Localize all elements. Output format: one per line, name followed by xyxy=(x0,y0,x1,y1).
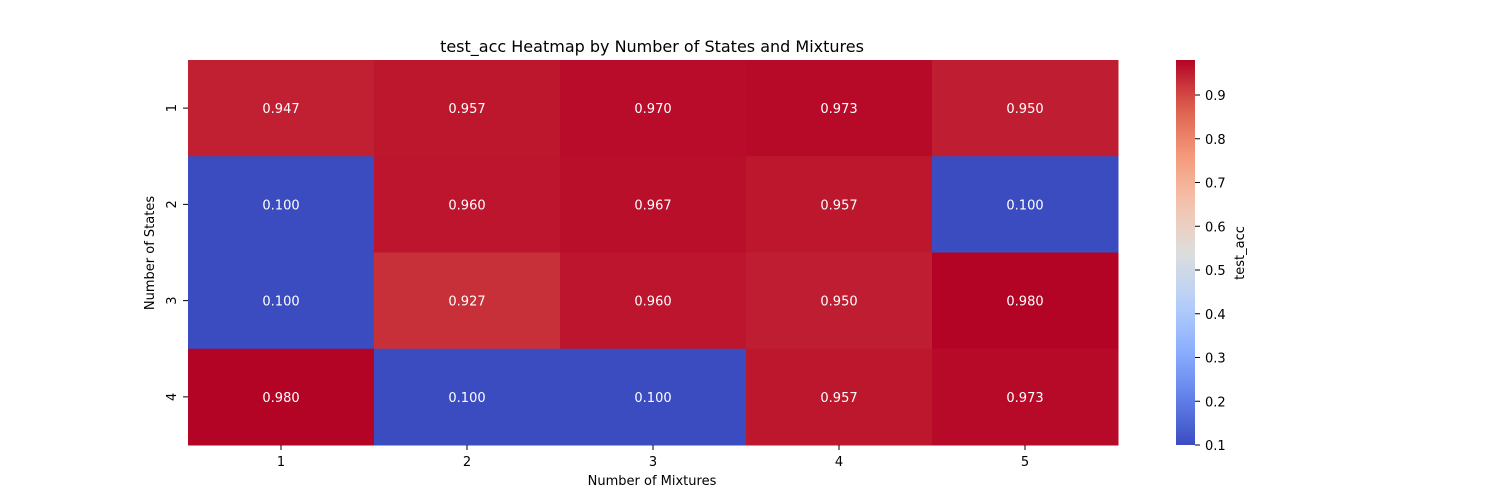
colorbar-label: test_acc xyxy=(1233,226,1248,280)
x-tick-label: 2 xyxy=(463,455,471,470)
x-tick-label: 4 xyxy=(835,455,843,470)
heatmap-cell xyxy=(374,252,561,350)
y-axis-label: Number of States xyxy=(143,196,158,310)
cell-value-label: 0.980 xyxy=(1006,295,1043,310)
x-tick-label: 1 xyxy=(277,455,285,470)
colorbar-gradient xyxy=(1176,60,1195,445)
cell-value-label: 0.980 xyxy=(262,391,299,406)
heatmap-cell xyxy=(746,156,933,253)
y-tick-label: 2 xyxy=(165,200,180,208)
colorbar-tick-label: 0.2 xyxy=(1205,395,1226,410)
colorbar-tick-label: 0.5 xyxy=(1205,264,1226,279)
cell-value-label: 0.960 xyxy=(634,295,671,310)
heatmap-cell xyxy=(188,60,375,157)
heatmap-cell xyxy=(746,252,933,350)
heatmap-cell xyxy=(188,156,375,253)
cell-value-label: 0.100 xyxy=(1006,198,1043,213)
heatmap-cell xyxy=(374,60,561,157)
heatmap-cell xyxy=(374,156,561,253)
y-tick-label: 4 xyxy=(165,393,180,401)
cell-value-label: 0.100 xyxy=(448,391,485,406)
cell-value-label: 0.970 xyxy=(634,102,671,117)
cell-value-label: 0.967 xyxy=(634,198,671,213)
x-axis-label: Number of Mixtures xyxy=(588,474,717,489)
heatmap-cells: 0.947 0.957 0.970 0.973 0.950 0.100 0.960 0.967… xyxy=(188,60,1119,446)
colorbar-tick-label: 0.7 xyxy=(1205,177,1226,192)
heatmap-cell xyxy=(560,348,747,446)
cell-value-label: 0.927 xyxy=(448,295,485,310)
y-tick-label: 1 xyxy=(165,104,180,112)
cell-value-label: 0.100 xyxy=(262,198,299,213)
x-tick-label: 5 xyxy=(1021,455,1029,470)
cell-value-label: 0.973 xyxy=(820,102,857,117)
cell-value-label: 0.960 xyxy=(448,198,485,213)
heatmap-cell xyxy=(932,60,1119,157)
cell-value-label: 0.973 xyxy=(1006,391,1043,406)
cell-value-label: 0.100 xyxy=(262,295,299,310)
cell-value-label: 0.947 xyxy=(262,102,299,117)
cell-value-label: 0.100 xyxy=(634,391,671,406)
colorbar-tick-label: 0.6 xyxy=(1205,220,1226,235)
colorbar-tick-label: 0.3 xyxy=(1205,352,1226,367)
heatmap-cell xyxy=(188,252,375,350)
y-tick-label: 3 xyxy=(165,296,180,304)
cell-value-label: 0.957 xyxy=(448,102,485,117)
cell-value-label: 0.957 xyxy=(820,391,857,406)
colorbar-tick-label: 0.1 xyxy=(1205,439,1226,454)
heatmap-cell xyxy=(188,348,375,446)
colorbar: 0.1 0.2 0.3 0.4 0.5 0.6 0.7 0.8 0.9 xyxy=(1176,60,1226,454)
heatmap-cell xyxy=(932,156,1119,253)
cell-value-label: 0.950 xyxy=(820,295,857,310)
x-axis-ticks: 1 2 3 4 5 xyxy=(277,445,1029,470)
chart-title: test_acc Heatmap by Number of States and… xyxy=(440,37,864,57)
heatmap-cell xyxy=(746,60,933,157)
heatmap-cell xyxy=(560,156,747,253)
heatmap-cell xyxy=(374,348,561,446)
heatmap-cell xyxy=(932,252,1119,350)
colorbar-tick-label: 0.9 xyxy=(1205,89,1226,104)
heatmap-cell xyxy=(560,252,747,350)
heatmap-cell xyxy=(746,348,933,446)
colorbar-tick-label: 0.8 xyxy=(1205,133,1226,148)
cell-value-label: 0.950 xyxy=(1006,102,1043,117)
x-tick-label: 3 xyxy=(649,455,657,470)
heatmap-cell xyxy=(932,348,1119,446)
cell-value-label: 0.957 xyxy=(820,198,857,213)
y-axis-ticks: 1 2 3 4 xyxy=(165,104,188,401)
colorbar-tick-label: 0.4 xyxy=(1205,308,1226,323)
heatmap-cell xyxy=(560,60,747,157)
